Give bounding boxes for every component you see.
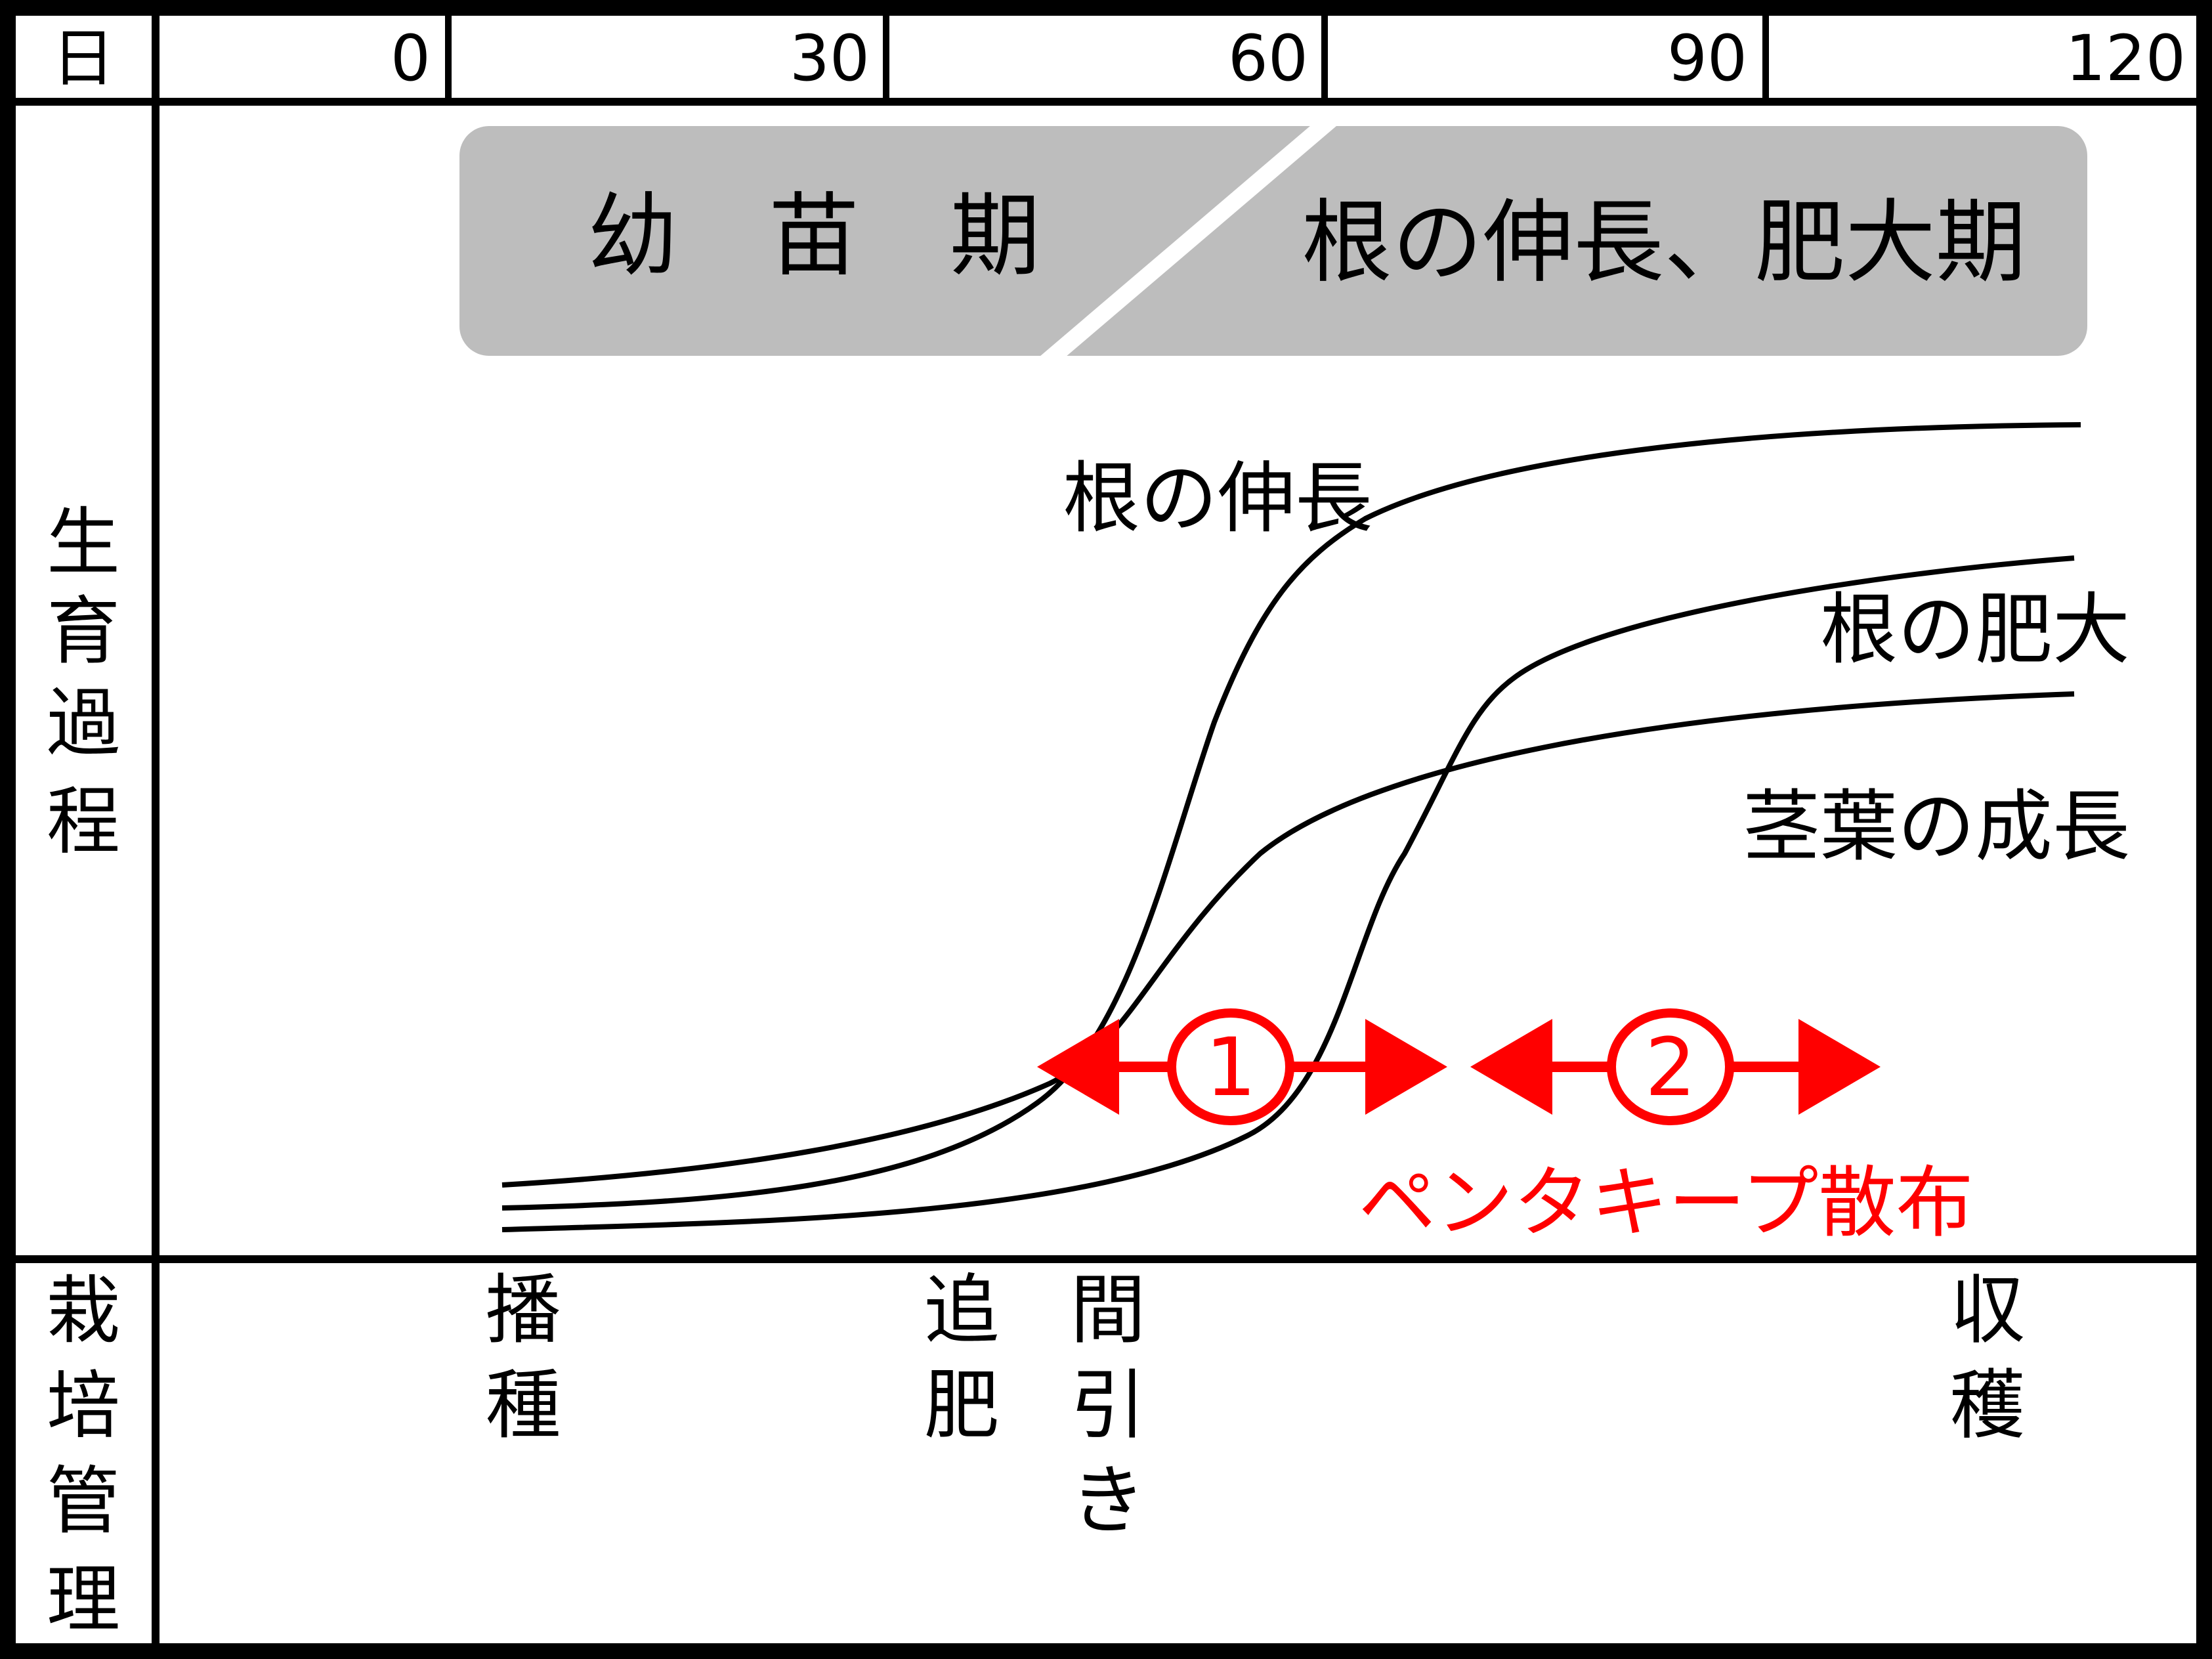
- spray-label: ペンタキープ散布: [1359, 1157, 1974, 1248]
- spray-period-1-left-head: [1037, 1019, 1119, 1115]
- growth-row-label-char: 生: [47, 500, 120, 586]
- foliage-growth-curve: [501, 691, 2075, 1188]
- cultivation-tasks: 播 種 追 肥 間 引 き 収 穫: [485, 1266, 2025, 1545]
- day-label: 日: [52, 22, 115, 95]
- spray-period-1-right-head: [1365, 1019, 1447, 1115]
- spray-period-2-left-head: [1470, 1019, 1552, 1115]
- cultivation-row-label-char: 栽: [47, 1268, 120, 1354]
- spray-period-1-number: 1: [1205, 1021, 1256, 1114]
- stage-banner: 幼 苗 期 根の伸長、肥大期: [459, 112, 2087, 371]
- day-header: 日 0 30 60 90 120: [52, 22, 2186, 95]
- tick-label-90: 90: [1667, 22, 1747, 95]
- spray-period-2-number: 2: [1645, 1021, 1696, 1114]
- foliage-growth-label: 茎葉の成長: [1743, 781, 2130, 872]
- spray-period-2-arrow: [1470, 1008, 1881, 1125]
- spray-period-2-right-head: [1798, 1019, 1881, 1115]
- stage-divider: [1038, 112, 1338, 371]
- stage-banner-box: [459, 126, 2087, 356]
- cultivation-row-label: 栽 培 管 理: [47, 1268, 120, 1643]
- top-dressing-task-char: 肥: [924, 1362, 999, 1450]
- sowing-task-char: 種: [485, 1362, 561, 1450]
- spray-period-1-arrow: [1037, 1008, 1447, 1125]
- root-enlargement-label: 根の肥大: [1820, 584, 2130, 675]
- spray-periods: 1 2 ペンタキープ散布: [1037, 1008, 1974, 1248]
- spray-period-2-circle: [1607, 1008, 1734, 1125]
- root-enlargement-curve: [501, 555, 2075, 1232]
- growth-curves: [501, 422, 2081, 1232]
- cultivation-row-label-char: 管: [47, 1459, 120, 1544]
- tick-label-120: 120: [2066, 22, 2186, 95]
- harvest-task-char: 収: [1949, 1266, 2025, 1354]
- thinning-task-char: 引: [1070, 1362, 1145, 1450]
- growth-row-label-char: 過: [47, 681, 120, 766]
- cultivation-row-label-char: 理: [47, 1557, 120, 1643]
- tick-label-0: 0: [391, 22, 431, 95]
- root-elongation-curve: [501, 422, 2081, 1211]
- growth-row-label-char: 程: [47, 779, 120, 865]
- thinning-task-char: き: [1070, 1457, 1145, 1545]
- harvest-task-char: 穫: [1949, 1362, 2025, 1450]
- tick-label-30: 30: [790, 22, 870, 95]
- growth-row-label-char: 育: [47, 589, 120, 674]
- spray-period-1-circle: [1167, 1008, 1294, 1125]
- root-elongation-label: 根の伸長: [1063, 453, 1372, 544]
- seedling-stage-label: 幼 苗 期: [587, 183, 1040, 289]
- cultivation-row-label-char: 培: [47, 1364, 120, 1449]
- top-dressing-task-char: 追: [924, 1266, 999, 1354]
- curve-labels: 根の伸長 根の肥大 茎葉の成長: [1063, 453, 2130, 872]
- tick-label-60: 60: [1228, 22, 1308, 95]
- sowing-task-char: 播: [485, 1266, 561, 1354]
- thinning-task-char: 間: [1070, 1266, 1145, 1354]
- enlargement-stage-label: 根の伸長、肥大期: [1302, 190, 2026, 295]
- growth-row-label: 生 育 過 程: [47, 500, 120, 865]
